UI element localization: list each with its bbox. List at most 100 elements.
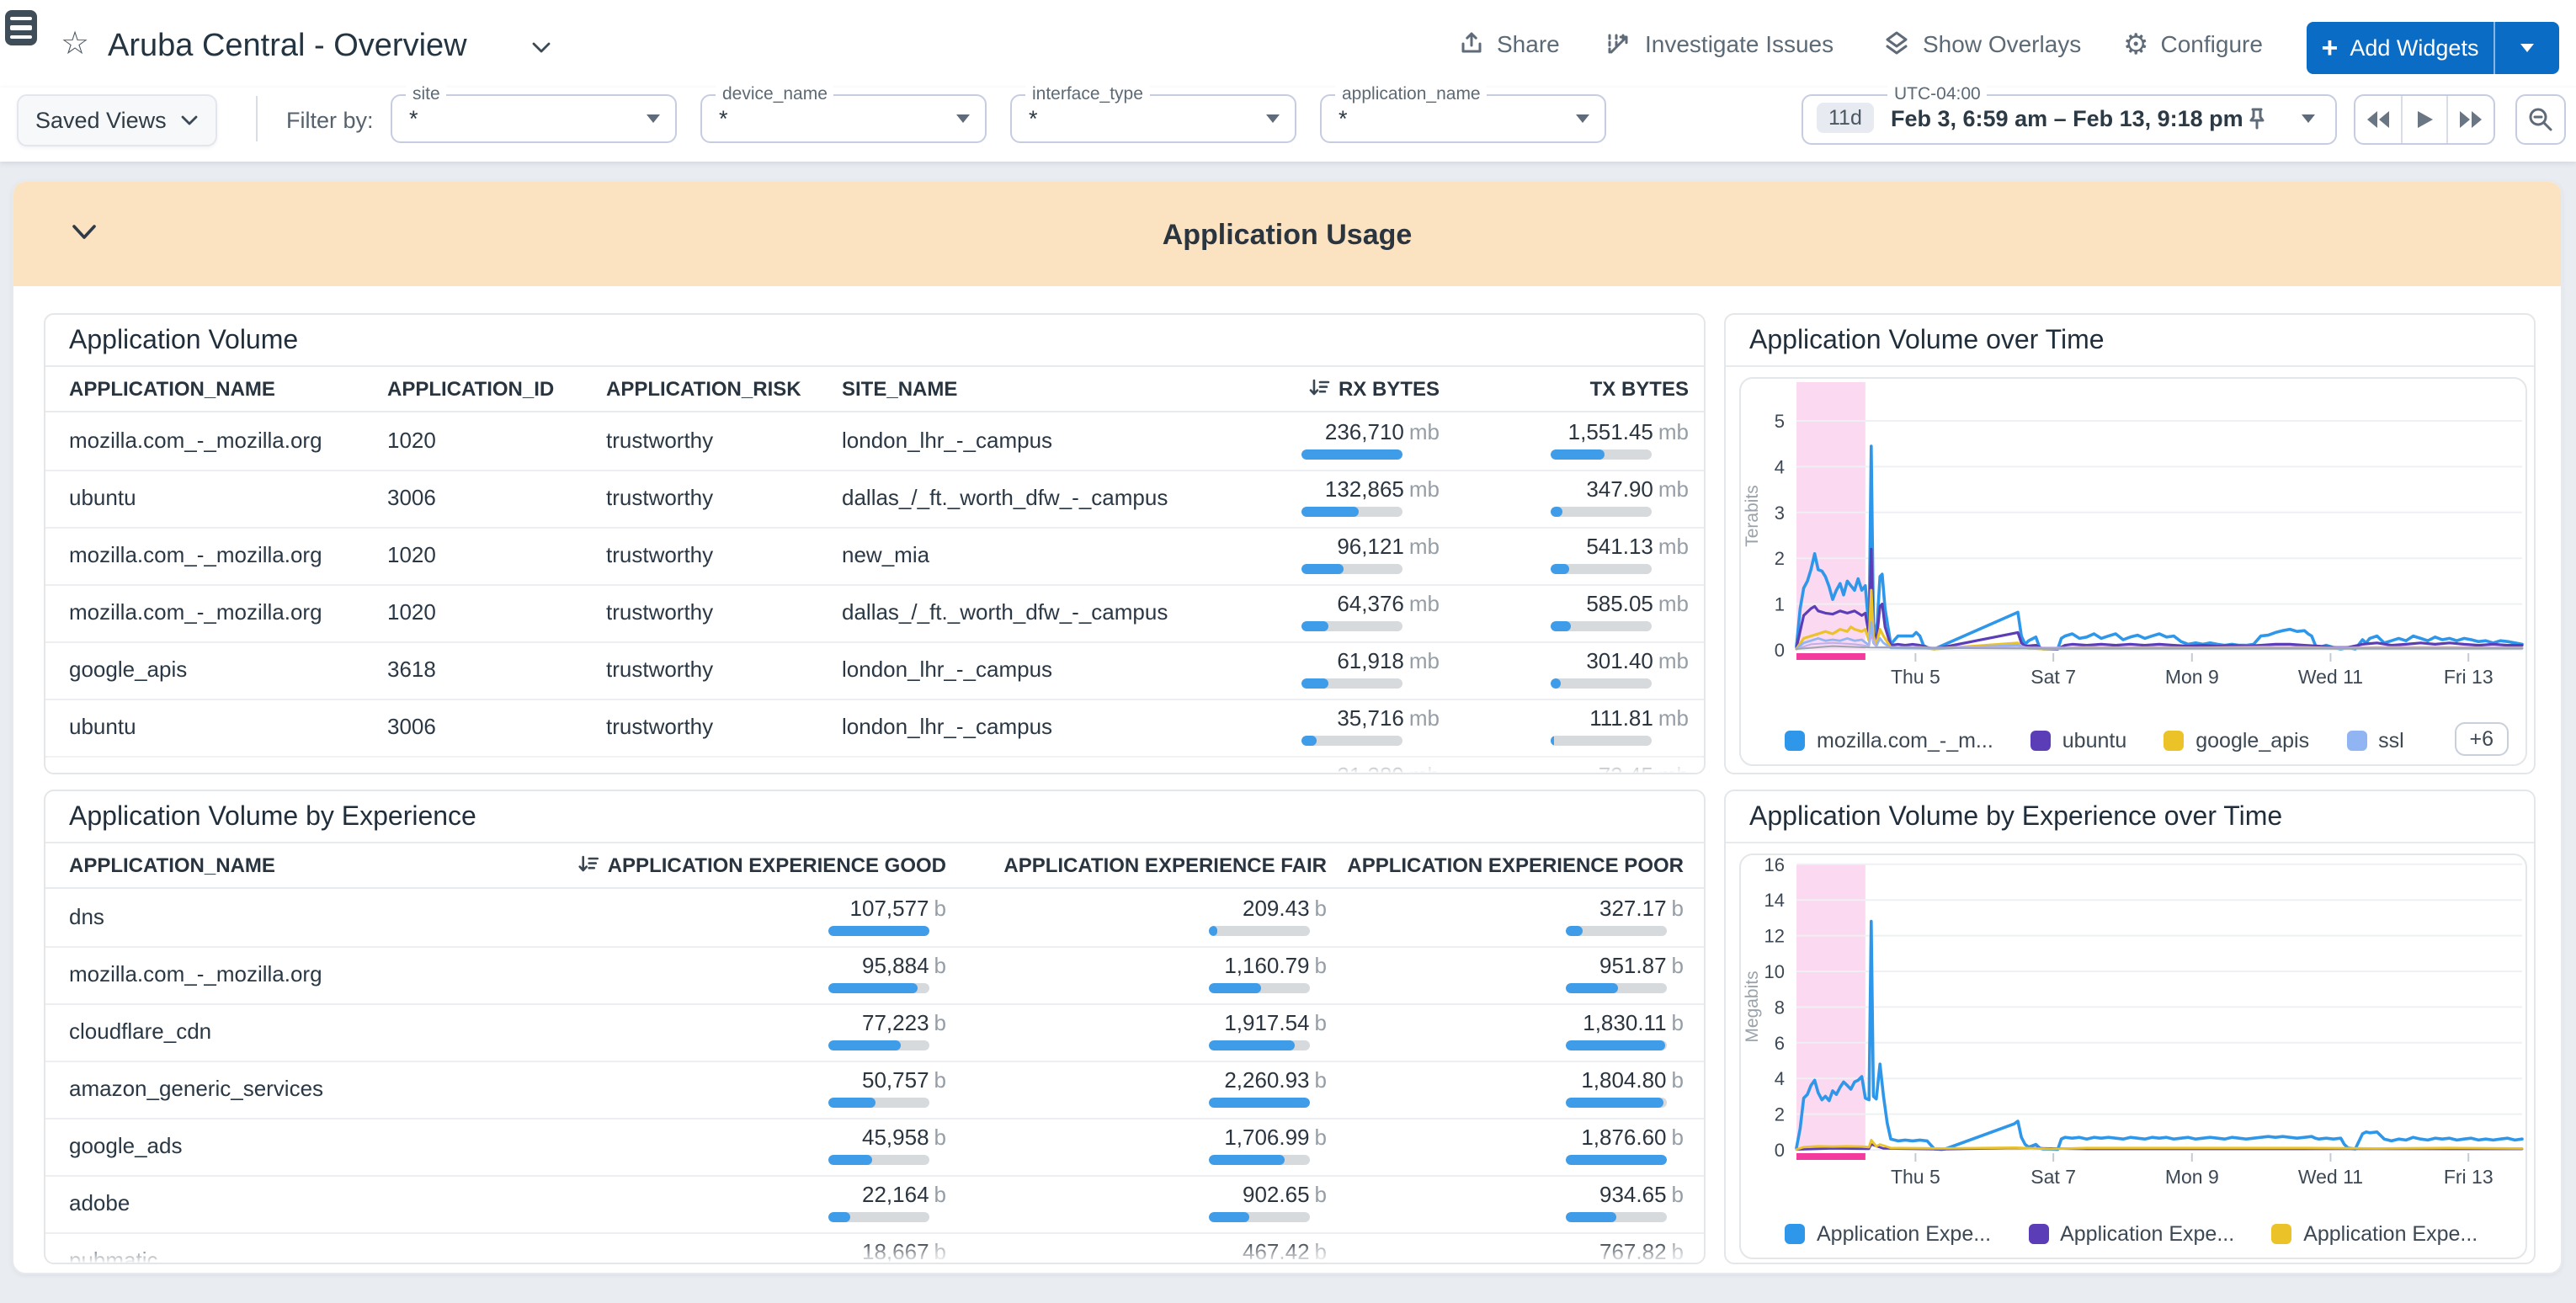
value-bar bbox=[1301, 621, 1402, 631]
table-row[interactable]: mozilla.com_-_mozilla.org 95,884 b 1,160.… bbox=[45, 946, 1704, 1005]
legend-item[interactable]: ssl bbox=[2346, 729, 2404, 753]
value-bar bbox=[828, 926, 929, 936]
table-row[interactable]: dns 107,577 b 209.43 b 327.17 b bbox=[45, 889, 1704, 948]
legend-item[interactable]: ubuntu bbox=[2030, 729, 2126, 753]
step-forward-button[interactable] bbox=[2449, 96, 2494, 143]
table-row[interactable]: ubuntu 3006 trustworthy dallas_/_ft._wor… bbox=[45, 470, 1704, 529]
volume-over-time-chart[interactable]: 0 1 2 3 4 5 Terabits Thu 5 Sat 7 Mon 9 Wed 11 Fri 1… bbox=[1741, 379, 2525, 709]
svg-text:3: 3 bbox=[1775, 503, 1785, 524]
table-row[interactable]: cloudflare_cdn 77,223 b 1,917.54 b 1,830.1… bbox=[45, 1003, 1704, 1062]
col-experience-fair[interactable]: APPLICATION EXPERIENCE FAIR bbox=[1003, 854, 1327, 877]
panel-title: Application Volume over Time bbox=[1749, 327, 2105, 355]
divider bbox=[256, 96, 258, 141]
hamburger-menu-icon[interactable] bbox=[5, 10, 37, 45]
table-row[interactable]: mozilla.com_-_mozilla.org 1020 trustwort… bbox=[45, 527, 1704, 586]
application-risk: trustworthy bbox=[606, 657, 714, 682]
saved-views-button[interactable]: Saved Views bbox=[17, 94, 217, 146]
filter-label: site bbox=[406, 84, 447, 104]
application-name: dns bbox=[69, 904, 104, 929]
value-bar bbox=[1566, 983, 1667, 993]
legend-item[interactable]: Application Expe... bbox=[1785, 1222, 1991, 1246]
series-ubuntu bbox=[1795, 547, 2524, 651]
col-site-name[interactable]: SITE_NAME bbox=[842, 377, 958, 401]
filter-dropdown-site[interactable]: site * bbox=[391, 84, 677, 143]
table-row[interactable]: ubuntu 3006 trustworthy new_mia 31,389mb… bbox=[45, 756, 1704, 773]
favorite-star-icon[interactable]: ☆ bbox=[61, 27, 90, 62]
table-row[interactable]: google_apis 3618 trustworthy london_lhr_… bbox=[45, 641, 1704, 700]
col-application-id[interactable]: APPLICATION_ID bbox=[387, 377, 555, 401]
application-name: mozilla.com_-_mozilla.org bbox=[69, 961, 322, 987]
site-name: new_mia bbox=[842, 771, 929, 773]
value-bar bbox=[1209, 926, 1310, 936]
metric-cell: 951.87 b bbox=[1566, 953, 1684, 993]
section-header[interactable]: Application Usage bbox=[13, 182, 2561, 286]
metric-cell: 111.81 mb bbox=[1551, 705, 1689, 746]
zoom-out-button[interactable] bbox=[2515, 94, 2566, 145]
metric-cell: 1,706.99 b bbox=[1209, 1125, 1327, 1165]
play-button[interactable] bbox=[2402, 96, 2449, 143]
filter-dropdown-application_name[interactable]: application_name * bbox=[1320, 84, 1606, 143]
col-application-name[interactable]: APPLICATION_NAME bbox=[69, 377, 275, 401]
title-chevron-down-icon[interactable] bbox=[530, 40, 552, 56]
share-button[interactable]: Share bbox=[1458, 0, 1560, 88]
table-row[interactable]: adobe 22,164 b 902.65 b 934.65 b bbox=[45, 1175, 1704, 1234]
highlight-baseline-bar bbox=[1796, 1153, 1865, 1160]
filter-dropdown-device_name[interactable]: device_name * bbox=[700, 84, 987, 143]
svg-text:16: 16 bbox=[1764, 855, 1785, 875]
col-experience-good[interactable]: APPLICATION EXPERIENCE GOOD bbox=[577, 854, 946, 877]
table-row[interactable]: google_ads 45,958 b 1,706.99 b 1,876.60 b bbox=[45, 1118, 1704, 1177]
configure-button[interactable]: ⚙ Configure bbox=[2123, 28, 2263, 60]
legend-item[interactable]: Application Expe... bbox=[2271, 1222, 2478, 1246]
legend-overflow-badge[interactable]: +6 bbox=[2454, 722, 2509, 756]
value-bar bbox=[1301, 449, 1402, 460]
site-name: new_mia bbox=[842, 542, 930, 567]
col-tx-bytes[interactable]: TX BYTES bbox=[1589, 377, 1689, 401]
fast-forward-icon bbox=[2460, 111, 2483, 128]
experience-over-time-panel: Application Volume by Experience over Ti… bbox=[1724, 790, 2536, 1264]
legend-item[interactable]: Application Expe... bbox=[2028, 1222, 2234, 1246]
chevron-down-icon[interactable] bbox=[2302, 114, 2315, 123]
table-row[interactable]: amazon_generic_services 50,757 b 2,260.93… bbox=[45, 1061, 1704, 1120]
metric-cell: 77,223 b bbox=[828, 1010, 946, 1050]
table-row[interactable]: mozilla.com_-_mozilla.org 1020 trustwort… bbox=[45, 412, 1704, 471]
application-id: 1020 bbox=[387, 599, 436, 625]
metric-cell: 31,389mb bbox=[1301, 763, 1440, 773]
highlight-baseline-bar bbox=[1796, 653, 1865, 660]
svg-text:2: 2 bbox=[1775, 1104, 1785, 1125]
col-rx-bytes[interactable]: RX BYTES bbox=[1308, 377, 1440, 401]
legend-item[interactable]: google_apis bbox=[2164, 729, 2309, 753]
metric-cell: 35,716 mb bbox=[1301, 705, 1440, 746]
time-range-picker[interactable]: UTC-04:00 11d Feb 3, 6:59 am – Feb 13, 9… bbox=[1802, 84, 2337, 145]
value-bar bbox=[1566, 1040, 1667, 1050]
add-widgets-button[interactable]: + Add Widgets bbox=[2307, 22, 2559, 74]
col-application-risk[interactable]: APPLICATION_RISK bbox=[606, 377, 801, 401]
add-widgets-dropdown[interactable] bbox=[2495, 22, 2559, 74]
investigate-issues-button[interactable]: Investigate Issues bbox=[1605, 0, 1834, 88]
pin-icon[interactable] bbox=[2246, 106, 2268, 131]
chart-legend: mozilla.com_-_m... ubuntu google_apis ssl bbox=[1785, 729, 2404, 753]
application-name: ubuntu bbox=[69, 714, 136, 739]
legend-item[interactable]: mozilla.com_-_m... bbox=[1785, 729, 1993, 753]
value-bar bbox=[1566, 1155, 1667, 1165]
filter-value: * bbox=[409, 106, 418, 131]
top-bar: ☆ Aruba Central - Overview Share Investi… bbox=[0, 0, 2576, 88]
collapse-chevron-icon[interactable] bbox=[71, 222, 98, 242]
table-row[interactable]: ubuntu 3006 trustworthy london_lhr_-_cam… bbox=[45, 699, 1704, 758]
step-back-button[interactable] bbox=[2355, 96, 2403, 143]
value-bar bbox=[1209, 1040, 1310, 1050]
show-overlays-button[interactable]: Show Overlays bbox=[1882, 0, 2081, 88]
svg-text:Mon 9: Mon 9 bbox=[2165, 1166, 2219, 1188]
metric-cell: 64,376 mb bbox=[1301, 591, 1440, 631]
col-experience-poor[interactable]: APPLICATION EXPERIENCE POOR bbox=[1347, 854, 1684, 877]
application-name: ubuntu bbox=[69, 771, 136, 773]
table-row[interactable]: mozilla.com_-_mozilla.org 1020 trustwort… bbox=[45, 584, 1704, 643]
experience-over-time-chart[interactable]: 0 2 4 6 8 10 12 14 16 Megabits Thu 5 Sat 7 Mon 9 Wed … bbox=[1741, 854, 2525, 1202]
table-row[interactable]: pubmatic 18,667 b 467.42 b 767.82 b bbox=[45, 1232, 1704, 1263]
filter-label: application_name bbox=[1335, 84, 1488, 104]
filter-dropdown-interface_type[interactable]: interface_type * bbox=[1010, 84, 1296, 143]
highlight-region bbox=[1796, 382, 1865, 650]
metric-cell: 132,865 mb bbox=[1301, 476, 1440, 517]
application-name: google_apis bbox=[69, 657, 188, 682]
application-id: 3006 bbox=[387, 771, 436, 773]
col-application-name[interactable]: APPLICATION_NAME bbox=[69, 854, 275, 877]
